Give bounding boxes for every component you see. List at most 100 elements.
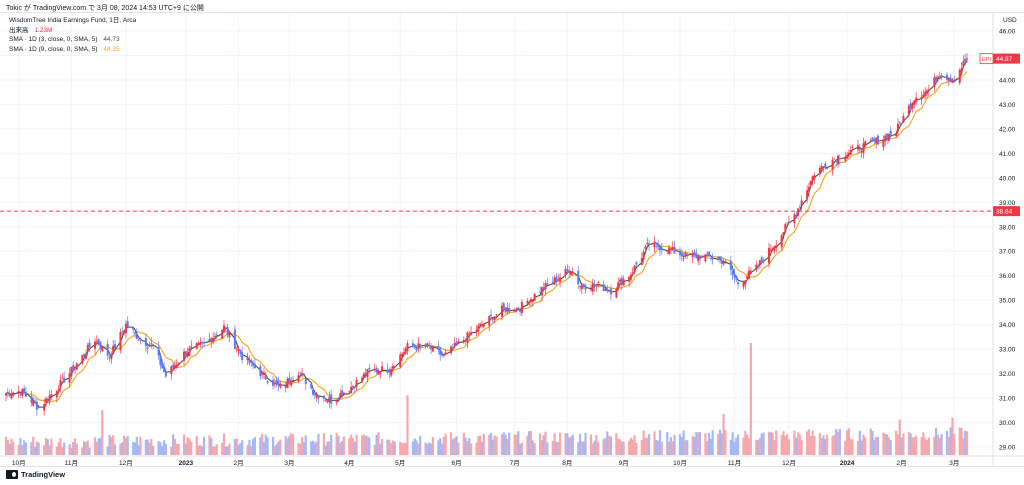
candle-body [70,366,73,376]
candle-body [678,251,681,256]
volume-bar [172,434,175,455]
y-tick-label: 42.00 [999,126,1016,133]
volume-bar [139,436,142,455]
candle-body [391,365,394,369]
candle-body [351,385,354,387]
volume-bar [175,443,178,455]
candle-body [609,288,612,295]
volume-bar [186,437,189,455]
volume-bar [290,433,293,455]
candle-body [924,91,927,97]
volume-bar [746,434,749,455]
volume-bar [428,442,431,455]
candle-body [172,364,175,368]
volume-bar [542,435,545,455]
candle-body [846,154,849,159]
volume-bar [424,442,427,455]
volume-bar [10,438,13,455]
volume-bar [440,443,444,455]
legend-volume-value: 1.23M [34,26,53,34]
candle-body [629,274,632,280]
volume-bar [806,431,809,455]
candle-body [95,341,98,343]
candle-body [946,74,949,80]
y-tick-label: 30.00 [999,420,1016,427]
volume-bar [933,436,936,455]
candle-body [873,139,876,142]
candle-body [226,326,229,335]
volume-bar [375,434,378,455]
candle-body [201,342,204,344]
candle-body [493,316,496,320]
candle-body [301,373,304,376]
candle-body [798,206,801,208]
volume-bar [362,434,365,455]
candle-body [542,287,545,290]
candle-body [502,303,505,309]
volume-bar [93,437,97,455]
volume-bar [342,436,345,455]
volume-bar [747,438,751,455]
volume-bar [348,438,351,455]
candle-body [780,234,783,248]
candle-body [19,393,22,395]
candle-body [708,251,711,257]
candle-body [884,135,887,141]
volume-bar [642,430,645,455]
candle-body [23,388,26,394]
volume-bar [504,434,507,455]
candle-body [35,401,38,410]
candle-body [847,152,850,156]
volume-bar [769,432,772,455]
volume-bar [718,429,722,455]
candle-body [266,381,269,383]
price-chart[interactable]: USD 29.00 30.00 31.00 32.00 33.00 34.00 35.00 36… [0,0,1024,470]
candle-body [430,346,433,350]
volume-bar [251,438,255,455]
volume-bar [164,443,167,455]
volume-bar [44,437,48,455]
candle-body [431,345,434,352]
volume-bar [686,440,689,455]
candle-body [468,334,471,336]
candle-body [482,323,485,327]
volume-bar [286,438,289,455]
candle-body [490,314,493,317]
candle-body [735,276,738,280]
candle-body [566,268,569,271]
volume-bar [951,417,954,455]
candle-body [157,346,160,356]
volume-bar [453,438,456,455]
volume-bar [46,439,49,455]
candle-body [411,343,414,347]
candle-body [646,242,649,245]
candle-body [184,351,187,355]
candle-body [277,381,280,386]
candle-body [299,372,302,374]
candle-body [579,286,582,288]
candle-body [940,75,943,77]
volume-bar [99,437,102,455]
candle-body [233,329,236,349]
candle-body [221,329,224,339]
candle-body [215,334,218,336]
x-tick-label: 10月 [12,459,26,467]
volume-bar [958,427,961,455]
candle-body [133,332,136,333]
candle-body [797,208,800,216]
y-tick-label: 33.00 [999,347,1016,354]
candle-body [124,323,127,334]
candle-body [101,345,104,352]
volume-bar [112,435,115,455]
candle-body [375,368,378,373]
volume-bar [246,445,249,455]
candle-body [342,392,345,395]
volume-bar [851,439,854,455]
volume-bar [631,439,634,455]
volume-bar [526,435,529,455]
candle-body [108,356,111,358]
candle-body [809,180,812,186]
candle-body [366,369,369,378]
candle-body [235,348,238,350]
volume-bar [177,443,180,455]
